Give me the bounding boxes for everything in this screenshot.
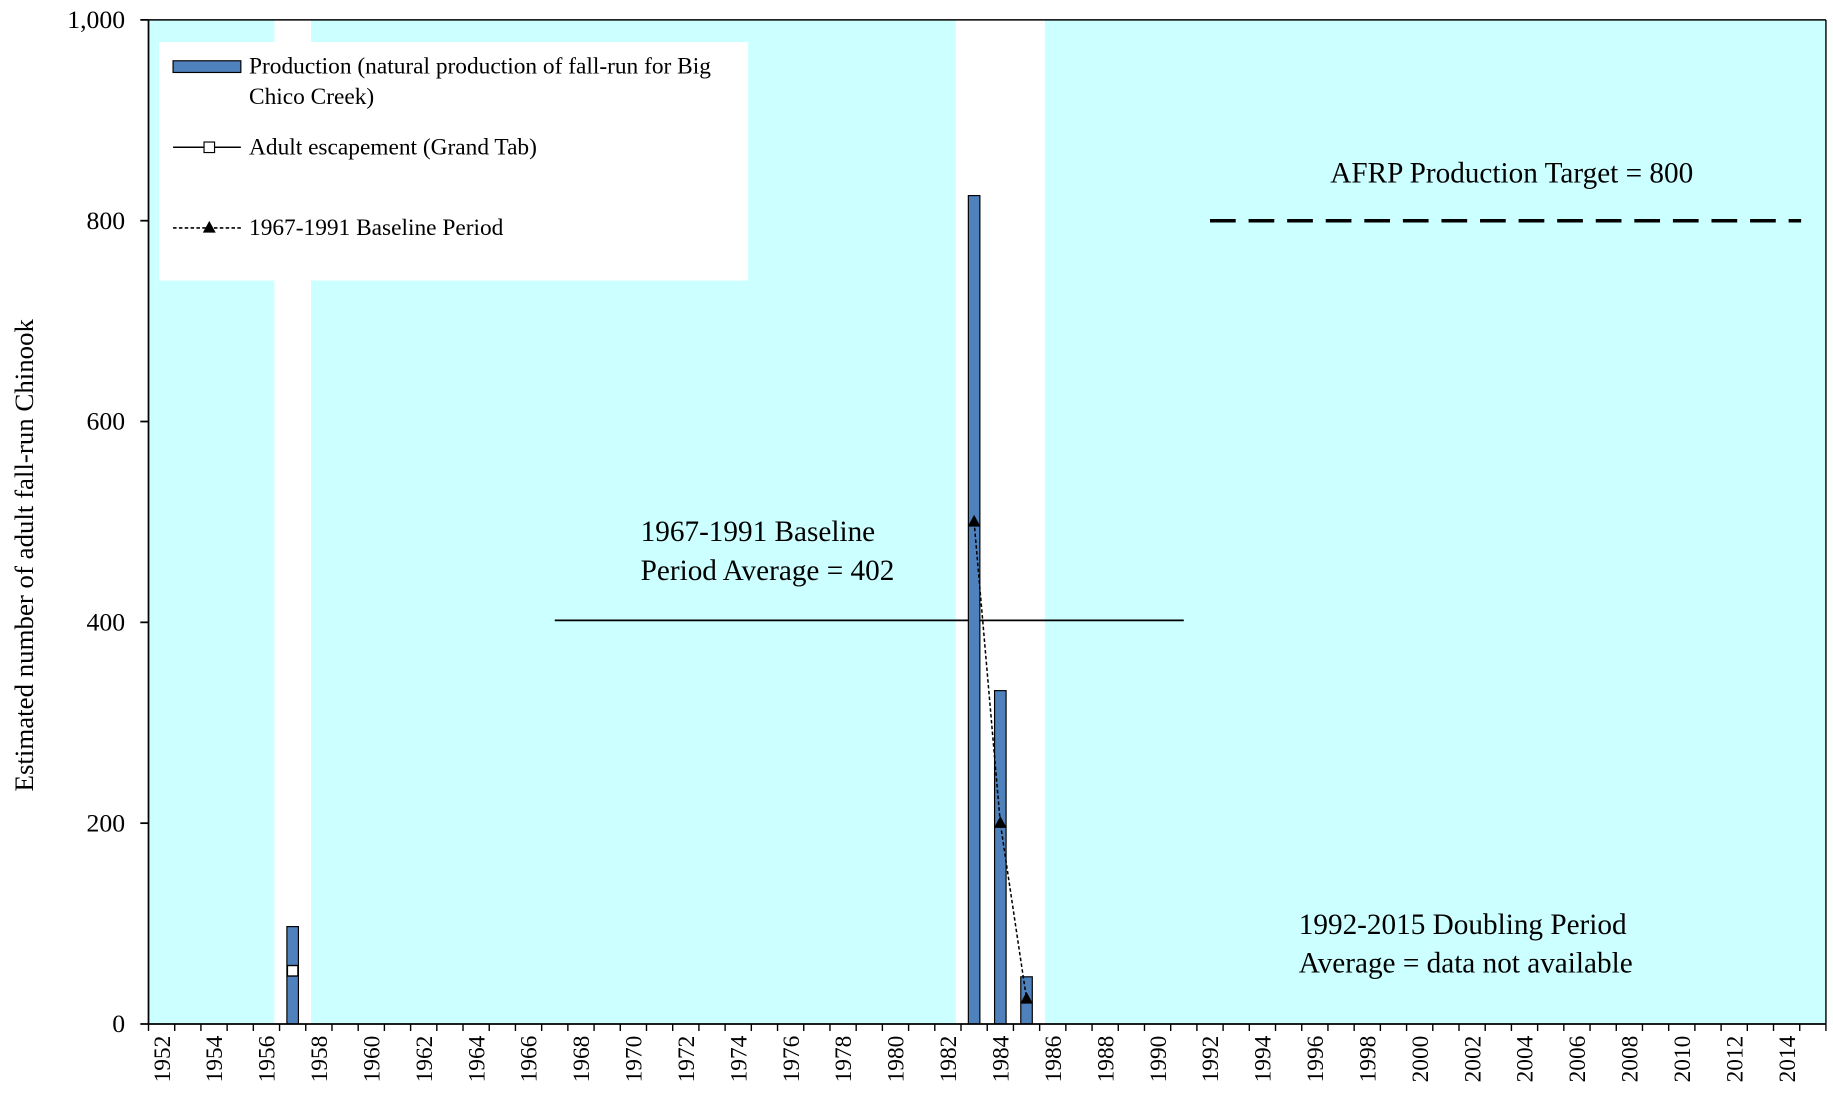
x-tick-label: 1966 <box>517 1036 543 1083</box>
x-tick-label: 1996 <box>1303 1036 1329 1083</box>
x-tick-label: 1964 <box>464 1035 490 1082</box>
y-tick-label: 0 <box>112 1009 125 1038</box>
annotation: 1967-1991 Baseline <box>641 516 876 548</box>
x-tick-label: 1960 <box>359 1036 385 1083</box>
x-tick-label: 2000 <box>1408 1036 1434 1083</box>
x-tick-label: 1994 <box>1251 1035 1277 1082</box>
legend-marker <box>203 141 216 154</box>
x-tick-label: 1984 <box>989 1035 1015 1082</box>
legend-swatch <box>172 60 242 74</box>
annotation: Average = data not available <box>1299 948 1633 980</box>
legend-label-line: Chico Creek) <box>249 84 374 110</box>
legend-label: Adult escapement (Grand Tab) <box>249 134 537 160</box>
x-tick-label: 1968 <box>569 1036 595 1083</box>
x-tick-label: 2006 <box>1565 1036 1591 1083</box>
x-tick-label: 1990 <box>1146 1036 1172 1083</box>
y-tick-label: 800 <box>87 206 126 235</box>
triangle-marker <box>993 816 1007 828</box>
annotation: AFRP Production Target = 800 <box>1330 157 1693 189</box>
bar <box>967 195 981 1025</box>
data-year-band <box>1008 19 1045 1024</box>
legend-marker <box>202 220 216 233</box>
series-line <box>973 521 1028 1000</box>
x-tick-label: 2012 <box>1722 1036 1748 1083</box>
x-tick-label: 1974 <box>726 1035 752 1082</box>
x-tick-label: 2002 <box>1460 1036 1486 1083</box>
x-tick-label: 1956 <box>255 1036 281 1083</box>
x-tick-label: 1972 <box>674 1036 700 1083</box>
x-tick-label: 1980 <box>884 1036 910 1083</box>
x-tick-label: 1998 <box>1355 1036 1381 1083</box>
legend-box <box>159 42 749 281</box>
x-tick-label: 1952 <box>150 1036 176 1083</box>
y-tick-label: 600 <box>87 407 126 436</box>
x-tick-label: 1954 <box>202 1035 228 1082</box>
y-tick-label: 200 <box>87 808 126 837</box>
triangle-marker <box>967 514 981 527</box>
x-tick-label: 1992 <box>1198 1036 1224 1083</box>
x-tick-label: 2010 <box>1670 1036 1696 1083</box>
x-tick-label: 1976 <box>779 1036 805 1083</box>
legend-label-line: Adult escapement (Grand Tab) <box>249 134 537 160</box>
x-tick-label: 1970 <box>622 1036 648 1083</box>
x-tick-label: 2004 <box>1513 1035 1539 1082</box>
legend-label: 1967-1991 Baseline Period <box>249 215 504 241</box>
y-tick-label: 1,000 <box>67 5 125 34</box>
legend-label-line: 1967-1991 Baseline Period <box>249 215 504 241</box>
bar <box>993 690 1007 1025</box>
x-tick-label: 1988 <box>1093 1036 1119 1083</box>
annotation: 1992-2015 Doubling Period <box>1299 909 1627 941</box>
triangle-marker <box>1020 991 1033 1004</box>
y-tick-label: 400 <box>87 608 126 637</box>
x-tick-label: 1986 <box>1041 1036 1067 1083</box>
x-tick-label: 1962 <box>412 1036 438 1083</box>
legend-label-line: Production (natural production of fall-r… <box>249 54 711 80</box>
x-tick-label: 2014 <box>1775 1035 1801 1082</box>
annotation: Period Average = 402 <box>641 555 895 587</box>
y-axis-label: Estimated number of adult fall-run Chino… <box>9 318 39 791</box>
legend-label: Production (natural production of fall-r… <box>249 54 711 110</box>
x-tick-label: 1978 <box>831 1036 857 1083</box>
square-marker <box>286 964 299 977</box>
x-tick-label: 1982 <box>936 1036 962 1083</box>
x-tick-label: 2008 <box>1618 1036 1644 1083</box>
x-tick-label: 1958 <box>307 1036 333 1083</box>
